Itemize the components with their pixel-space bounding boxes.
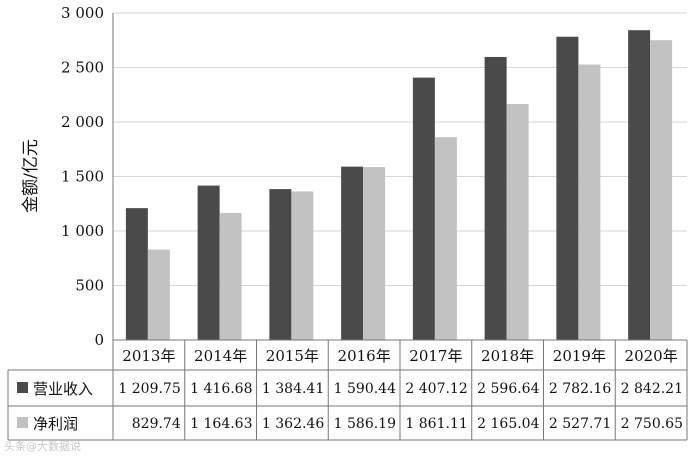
bar bbox=[484, 56, 507, 340]
bar bbox=[147, 249, 170, 340]
table-cell: 2 527.71 bbox=[549, 416, 611, 432]
y-tick-label: 500 bbox=[75, 277, 104, 295]
data-table: 2013年 2014年 2015年 2016年 2017年 2018年 2019年 2020年… bbox=[7, 339, 688, 441]
bar bbox=[628, 30, 651, 341]
y-tick-label: 1 500 bbox=[61, 168, 104, 186]
bar bbox=[341, 166, 364, 340]
y-tick-label: 0 bbox=[94, 331, 104, 349]
table-cell: 2 596.64 bbox=[477, 381, 539, 397]
legend-label: 营业收入 bbox=[33, 380, 93, 398]
x-tick-label: 2016年 bbox=[338, 347, 391, 365]
table-cell: 2 407.12 bbox=[405, 381, 467, 397]
watermark: 头条@大数据说 bbox=[4, 439, 81, 453]
x-tick-label: 2017年 bbox=[409, 347, 462, 365]
y-tick-label: 2 000 bbox=[61, 113, 104, 131]
bar bbox=[219, 213, 242, 340]
table-cell: 1 384.41 bbox=[262, 381, 324, 397]
table-cell: 2 782.16 bbox=[549, 381, 611, 397]
table-cell: 1 209.75 bbox=[118, 381, 180, 397]
bar bbox=[650, 40, 673, 341]
bar bbox=[578, 64, 601, 340]
bar bbox=[556, 36, 579, 340]
bar bbox=[506, 104, 529, 340]
y-tick-label: 2 500 bbox=[61, 59, 104, 77]
bar bbox=[412, 77, 435, 341]
legend-label: 净利润 bbox=[33, 415, 78, 433]
bar bbox=[363, 167, 386, 340]
bar bbox=[197, 185, 220, 340]
table-cell: 1 586.19 bbox=[334, 416, 396, 432]
x-tick-label: 2018年 bbox=[481, 347, 534, 365]
table-cell: 1 861.11 bbox=[405, 416, 467, 432]
table-cell: 1 590.44 bbox=[334, 381, 396, 397]
table-cell: 1 164.63 bbox=[190, 416, 252, 432]
y-tick-label: 3 000 bbox=[61, 4, 104, 22]
x-tick-label: 2019年 bbox=[553, 347, 606, 365]
y-axis: 0 500 1 000 1 500 2 000 2 500 3 000 bbox=[61, 4, 114, 349]
y-tick-label: 1 000 bbox=[61, 222, 104, 240]
table-cell: 2 750.65 bbox=[621, 416, 683, 432]
x-tick-label: 2014年 bbox=[194, 347, 247, 365]
table-cell: 2 165.04 bbox=[477, 416, 539, 432]
bar bbox=[125, 208, 148, 340]
x-tick-label: 2015年 bbox=[266, 347, 319, 365]
legend-swatch bbox=[17, 382, 28, 393]
x-tick-label: 2013年 bbox=[122, 347, 175, 365]
bar bbox=[434, 137, 457, 340]
table-cell: 829.74 bbox=[132, 416, 181, 432]
bar bbox=[291, 191, 314, 340]
bar bbox=[269, 189, 292, 340]
table-cell: 2 842.21 bbox=[621, 381, 683, 397]
table-cell: 1 362.46 bbox=[262, 416, 324, 432]
bars bbox=[125, 30, 673, 341]
table-cell: 1 416.68 bbox=[190, 381, 252, 397]
legend-swatch bbox=[17, 417, 28, 428]
x-tick-label: 2020年 bbox=[625, 347, 678, 365]
y-axis-label: 金额/亿元 bbox=[21, 139, 41, 213]
